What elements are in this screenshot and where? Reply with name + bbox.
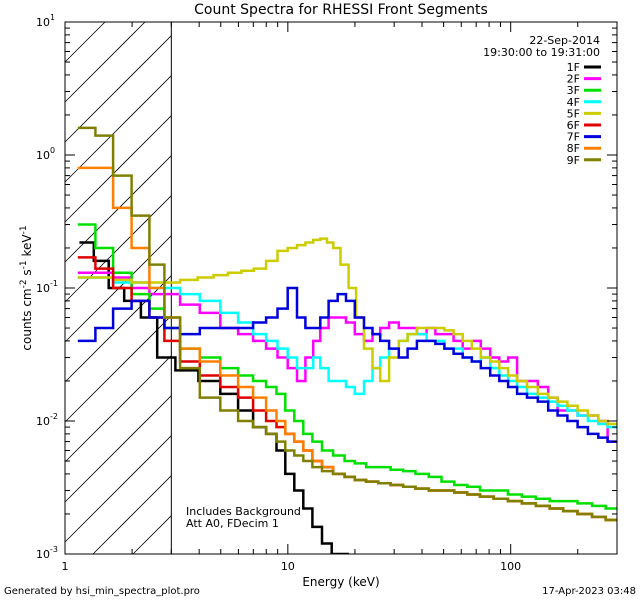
x-tick-label: 100 <box>500 560 521 573</box>
legend-date: 22-Sep-2014 <box>529 34 600 47</box>
y-tick-label: 100 <box>36 146 55 162</box>
y-label-kev: keV <box>20 234 34 261</box>
legend-label-8F: 8F <box>567 142 580 155</box>
series-layer <box>77 126 617 554</box>
y-tick-label: 10-2 <box>36 412 58 428</box>
legend-label-4F: 4F <box>567 96 580 109</box>
hatch-line <box>64 315 172 423</box>
x-axis-label: Energy (keV) <box>302 575 379 589</box>
y-label-exp-kev: -1 <box>19 225 29 234</box>
hatch-line <box>92 475 172 555</box>
hatch-line <box>64 275 172 383</box>
footer-generated-by: Generated by hsi_min_spectra_plot.pro <box>4 586 200 597</box>
hatch-line <box>64 75 172 183</box>
y-tick-label: 10-3 <box>36 545 58 561</box>
annotation-attenuator: Att A0, FDecim 1 <box>186 517 279 530</box>
plot-annotation: Includes Background Att A0, FDecim 1 <box>186 505 301 530</box>
x-tick-label: 1 <box>62 560 69 573</box>
y-tick-label: 101 <box>36 13 55 29</box>
hatch-line <box>64 21 106 63</box>
series-line-7F <box>77 286 617 443</box>
y-axis-label: counts cm-2 s-1 keV-1 <box>19 225 34 350</box>
legend-header: 22-Sep-2014 19:30:00 to 19:31:00 <box>483 34 600 59</box>
axis-ticks <box>64 21 618 555</box>
series-line-9F <box>77 126 617 522</box>
hatch-line <box>64 435 172 543</box>
hatch-line <box>64 21 146 103</box>
legend-label-3F: 3F <box>567 84 580 97</box>
y-label-exp-cm: -2 <box>19 279 29 288</box>
series-line-4F <box>77 276 617 429</box>
hatch-line <box>64 35 172 143</box>
legend-label-7F: 7F <box>567 131 580 144</box>
footer-timestamp: 17-Apr-2023 03:48 <box>542 586 636 597</box>
legend-label-1F: 1F <box>567 61 580 74</box>
x-tick-label: 10 <box>281 560 295 573</box>
legend-label-5F: 5F <box>567 107 580 120</box>
legend-label-9F: 9F <box>567 154 580 167</box>
hatch-line <box>64 195 172 303</box>
x-tick-labels: 1 10 100 <box>62 560 522 573</box>
legend-label-6F: 6F <box>567 119 580 132</box>
hatch-line <box>64 355 172 463</box>
series-line-5F <box>77 237 617 426</box>
legend-label-2F: 2F <box>567 73 580 86</box>
y-label-s: s <box>20 269 34 279</box>
y-tick-labels: 10-3 10-2 10-1 100 101 <box>36 13 58 561</box>
annotation-background: Includes Background <box>186 505 301 518</box>
series-line-8F <box>77 166 617 522</box>
hatch-line <box>64 395 172 503</box>
y-tick-label: 10-1 <box>36 279 58 295</box>
hatch-line <box>64 115 172 223</box>
chart-title: Count Spectra for RHESSI Front Segments <box>194 2 488 18</box>
y-label-counts: counts cm <box>20 288 34 350</box>
y-label-exp-s: -1 <box>19 260 29 269</box>
legend-time-range: 19:30:00 to 19:31:00 <box>483 46 600 59</box>
hatch-line <box>132 515 172 555</box>
